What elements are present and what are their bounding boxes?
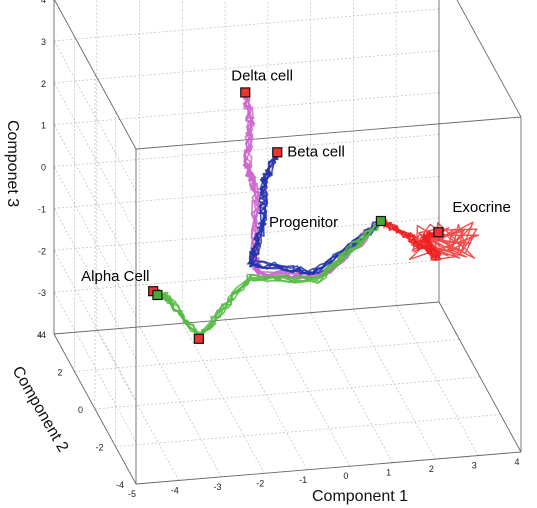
left-wall-grid-line — [53, 250, 137, 401]
marker-layer — [148, 87, 444, 344]
left-wall-grid-line — [53, 208, 137, 359]
z-tick-label: -1 — [38, 204, 46, 214]
box-edge — [456, 0, 522, 118]
end-marker — [272, 147, 283, 158]
x-tick-label: 3 — [472, 461, 477, 471]
series-cluster — [408, 221, 480, 261]
x-axis-label: Component 1 — [312, 488, 408, 505]
series-bundle — [379, 219, 480, 261]
left-wall-grid-line — [53, 291, 137, 443]
axes-box — [53, 0, 522, 485]
series-line — [152, 220, 382, 336]
series-layer — [148, 88, 480, 344]
box-edge — [135, 116, 522, 150]
box-edge — [135, 451, 522, 485]
y-tick-label: 4 — [37, 330, 42, 340]
annotation-label: Progenitor — [269, 214, 338, 231]
floor-grid-line — [74, 339, 460, 372]
back-wall-grid-line — [53, 50, 440, 84]
floor-grid-line — [115, 414, 501, 447]
floor-grid-line — [224, 319, 308, 470]
annotation-label: Beta cell — [287, 143, 345, 160]
y-tick-label: 2 — [57, 368, 62, 378]
x-tick-label: -5 — [128, 489, 136, 499]
box-edge — [54, 0, 137, 150]
z-tick-label: 3 — [41, 37, 46, 47]
series-bundle — [148, 220, 382, 344]
x-tick-label: 1 — [386, 468, 391, 478]
z-tick-label: 0 — [41, 163, 46, 173]
annotation-layer: Delta cell Beta cell Alpha Cell Progenitor E… — [81, 67, 511, 285]
y-tick-label: -4 — [116, 480, 124, 490]
box-edge — [53, 301, 440, 335]
end-marker — [240, 87, 251, 98]
x-tick-label: 2 — [429, 464, 434, 474]
left-wall-grid-line — [53, 124, 137, 275]
x-tick-label: 4 — [514, 457, 519, 467]
z-tick-label: 2 — [41, 79, 46, 89]
x-tick-label: -2 — [256, 478, 264, 488]
back-wall-grid-line — [53, 8, 440, 42]
box-edge — [438, 301, 522, 453]
x-tick-label: 0 — [343, 471, 348, 481]
left-wall-grid-line — [53, 40, 137, 192]
annotation-label: Delta cell — [231, 67, 293, 84]
y-tick-label: 0 — [78, 405, 83, 415]
series-line — [150, 220, 382, 338]
z-tick-label: -2 — [38, 246, 46, 256]
z-axis-label: Componet 3 — [4, 120, 21, 207]
back-wall-grid-line — [53, 175, 440, 209]
z-tick-label: 1 — [41, 121, 46, 131]
series-line — [249, 149, 382, 275]
left-wall-grid-line — [53, 82, 137, 233]
x-tick-label: -3 — [214, 482, 222, 492]
left-wall-grid-line — [53, 166, 137, 317]
z-tick-label: -3 — [38, 288, 46, 298]
end-marker — [152, 289, 163, 301]
z-tick-label: 4 — [41, 0, 46, 5]
end-marker — [433, 227, 444, 238]
x-tick-label: -4 — [171, 485, 179, 495]
end-marker — [375, 215, 387, 227]
floor-grid-line — [96, 330, 180, 481]
y-tick-label: -2 — [95, 443, 103, 453]
box-edge — [53, 333, 137, 485]
floor-grid-line — [395, 305, 479, 456]
z-tick-label: -4 — [38, 330, 46, 340]
end-marker — [193, 333, 204, 344]
floor-grid-line — [94, 376, 481, 410]
annotation-label: Alpha Cell — [81, 268, 149, 285]
floor-grid-line — [267, 316, 351, 467]
annotation-label: Exocrine — [452, 199, 510, 216]
x-tick-label: -1 — [299, 475, 307, 485]
